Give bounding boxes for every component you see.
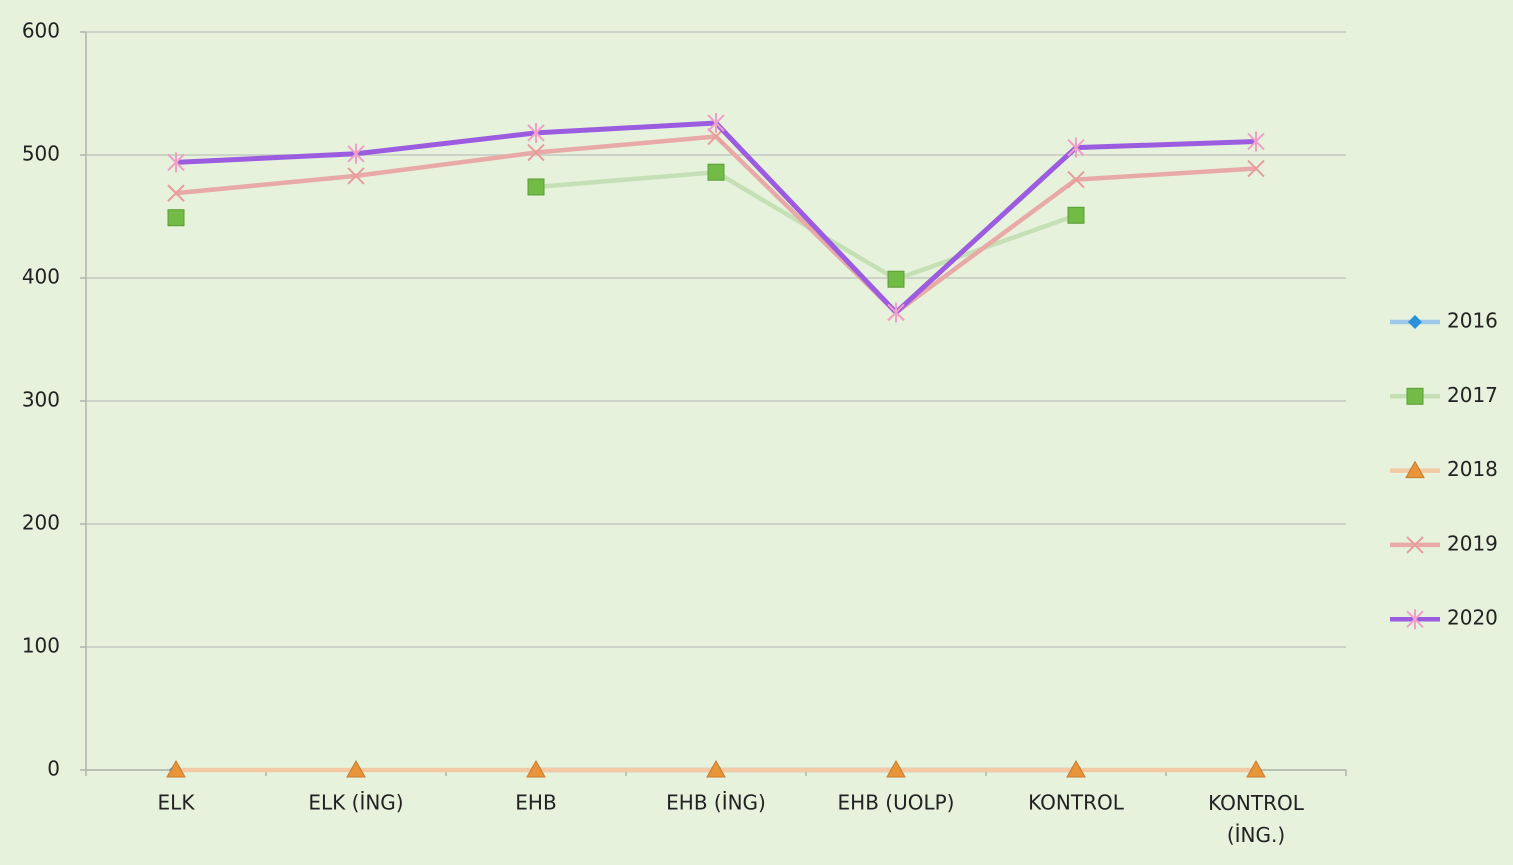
marker-shape [887,302,905,323]
marker-shape [347,167,365,185]
x-tick-label: ELK [158,791,196,815]
marker [167,209,185,227]
y-tick-label: 300 [22,388,60,412]
marker-shape [527,122,545,143]
marker [1406,536,1424,554]
marker [1406,387,1424,405]
marker [167,184,185,202]
marker-shape [887,270,905,288]
marker-shape [1247,131,1265,152]
marker [527,178,545,196]
x-tick-label: EHB (İNG) [666,791,766,815]
marker-shape [1405,460,1425,479]
marker-shape [167,209,185,227]
y-tick-label: 200 [22,511,60,535]
marker-shape [1246,759,1266,778]
marker-shape [167,184,185,202]
marker [347,167,365,185]
marker [167,152,185,173]
marker [527,143,545,162]
marker-shape [527,178,545,196]
marker-shape [166,759,186,778]
legend-label: 2018 [1447,457,1498,481]
marker-shape [1406,387,1424,405]
marker-shape [1406,609,1424,630]
y-tick-label: 100 [22,634,60,658]
marker [1067,206,1085,224]
marker [707,163,725,181]
legend-label: 2017 [1447,383,1498,407]
x-tick-label: ELK (İNG) [308,791,403,815]
x-tick-label: KONTROL [1028,791,1125,815]
marker [887,270,905,288]
y-tick-label: 0 [47,757,60,781]
marker [1408,315,1422,329]
marker [1247,131,1265,152]
marker-shape [707,113,725,134]
marker [1067,137,1085,158]
marker-shape [1408,315,1422,329]
y-tick-label: 400 [22,265,60,289]
marker [1066,759,1086,778]
marker-shape [347,143,365,164]
marker-shape [886,759,906,778]
legend-label: 2019 [1447,531,1498,555]
x-tick-label: EHB (UOLP) [838,791,955,815]
marker [707,113,725,134]
marker-shape [527,143,545,162]
marker [527,122,545,143]
marker-shape [1067,206,1085,224]
marker-shape [706,759,726,778]
y-tick-label: 500 [22,142,60,166]
marker [1246,759,1266,778]
marker [887,302,905,323]
marker-shape [346,759,366,778]
marker-shape [1067,137,1085,158]
x-tick-label: EHB [515,791,556,815]
marker [346,759,366,778]
marker [1067,170,1085,189]
marker [347,143,365,164]
marker-shape [1067,170,1085,189]
marker [1406,609,1424,630]
marker [1405,460,1425,479]
marker-shape [1247,159,1265,178]
marker [1247,159,1265,178]
x-tick-label: KONTROL (İNG.) [1208,791,1305,847]
marker-shape [1066,759,1086,778]
marker [706,759,726,778]
legend-label: 2016 [1447,309,1498,333]
marker [886,759,906,778]
marker-shape [1406,536,1424,554]
marker-shape [526,759,546,778]
legend-label: 2020 [1447,606,1498,630]
marker [526,759,546,778]
y-tick-label: 600 [22,19,60,43]
marker-shape [707,163,725,181]
marker-shape [167,152,185,173]
marker [166,759,186,778]
